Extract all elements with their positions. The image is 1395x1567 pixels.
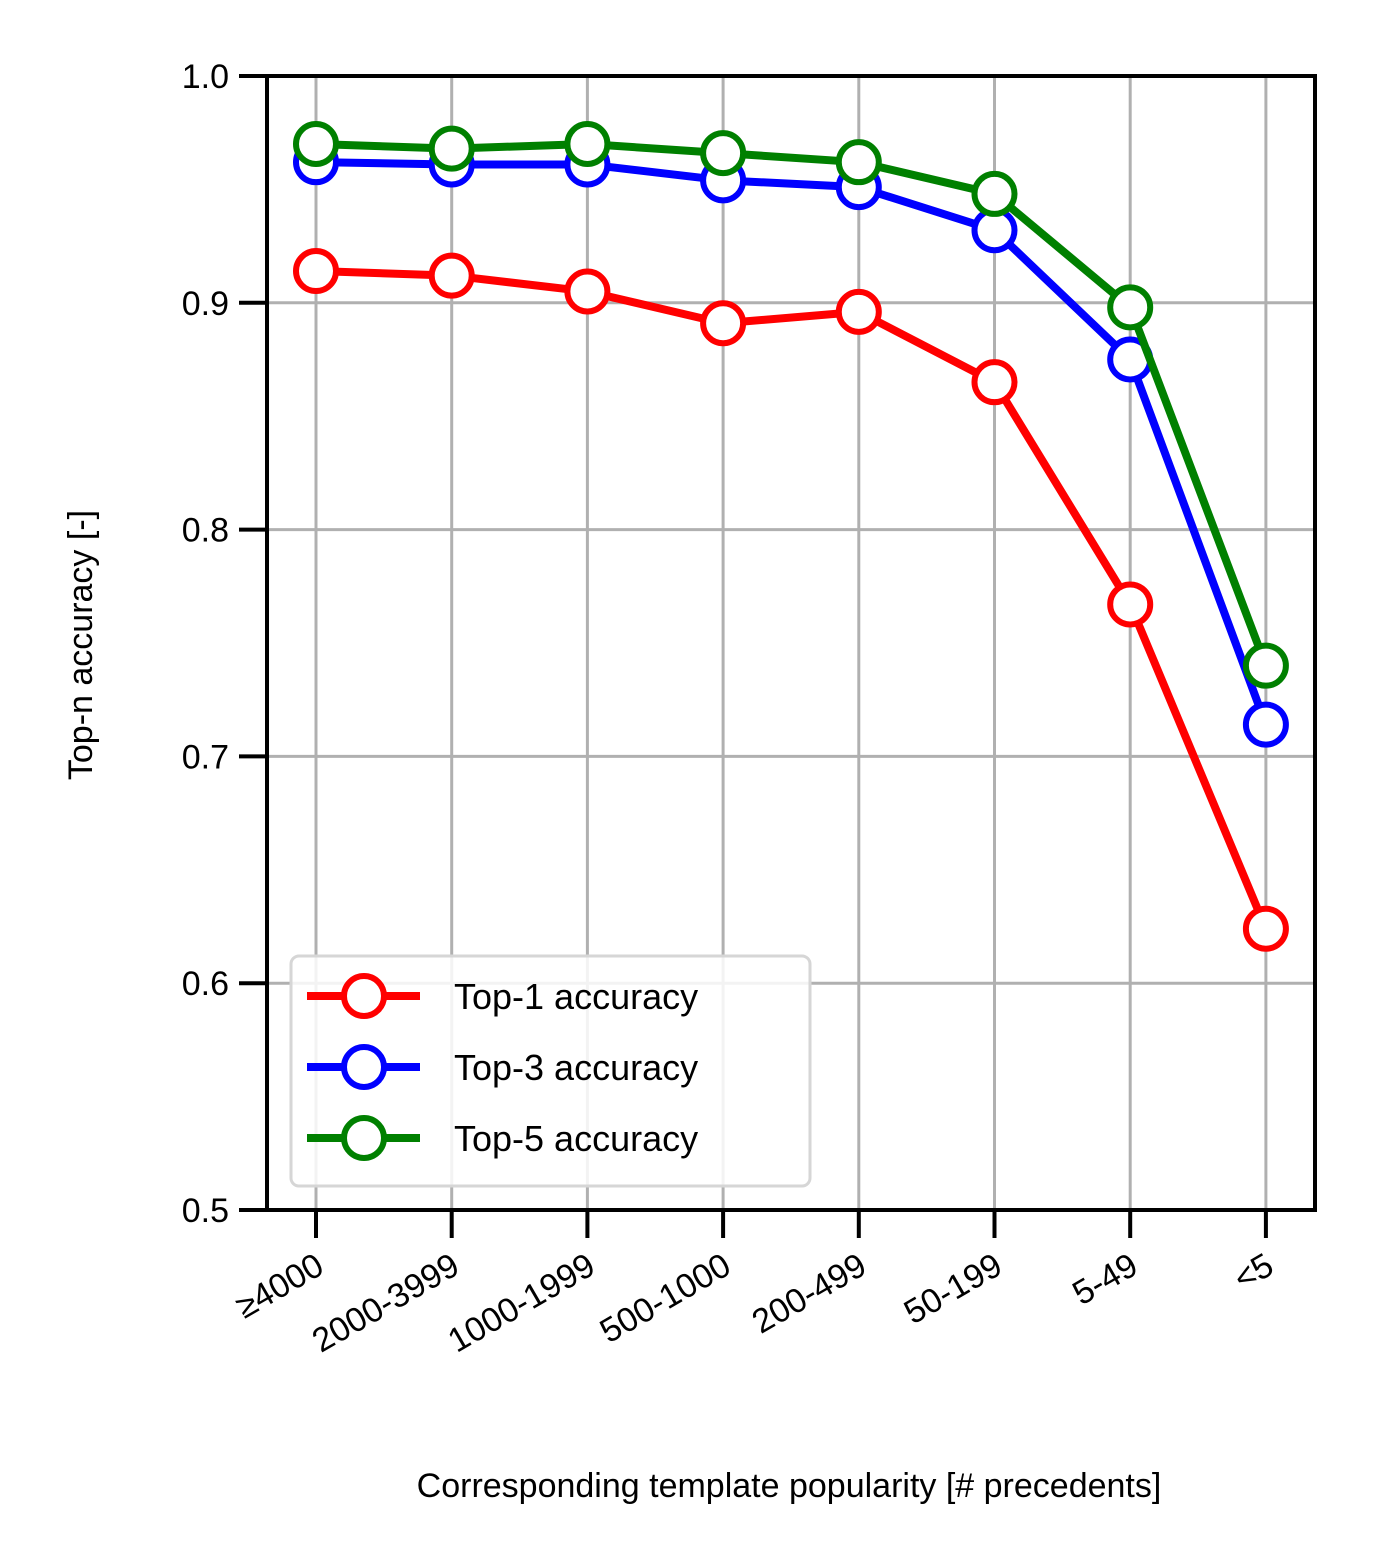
x-tick-label: 2000-3999 [306, 1246, 466, 1360]
legend: Top-1 accuracy Top-3 accuracy Top-5 accura… [289, 954, 812, 1188]
x-tick-label: 500-1000 [594, 1246, 737, 1351]
y-tick-label: 0.8 [182, 512, 229, 550]
data-point-marker [293, 121, 339, 168]
data-point-marker [1107, 284, 1154, 331]
legend-marker-3 [341, 1115, 387, 1161]
data-point-marker [1242, 905, 1289, 952]
x-tick-label: 5-49 [1066, 1246, 1144, 1313]
data-point-marker [564, 121, 611, 168]
x-tick-label: 50-199 [898, 1246, 1009, 1332]
legend-label-2: Top-3 accuracy [454, 1047, 698, 1088]
data-point-marker [1242, 701, 1289, 748]
data-point-marker [835, 288, 882, 335]
legend-label-3: Top-5 accuracy [454, 1118, 698, 1159]
legend-marker-2 [341, 1044, 387, 1090]
data-point-marker [1107, 581, 1154, 628]
x-tick-label: 200-499 [746, 1246, 873, 1341]
plot-frame [265, 74, 1317, 1212]
x-tick-label: ≥4000 [229, 1246, 330, 1326]
data-point-marker [971, 170, 1018, 217]
y-tick-label: 0.7 [182, 738, 229, 776]
data-point-marker [564, 268, 611, 315]
legend-label-1: Top-1 accuracy [454, 976, 698, 1017]
data-point-marker [293, 248, 339, 295]
legend-marker-1 [341, 973, 387, 1019]
y-tick-label: 1.0 [182, 58, 229, 96]
y-tick-label: 0.9 [182, 285, 229, 323]
data-point-marker [700, 300, 747, 347]
x-axis-label: Corresponding template popularity [# pre… [417, 1467, 1162, 1505]
series-lines [293, 121, 1289, 952]
series-line-2 [312, 158, 1270, 729]
data-point-marker [428, 125, 475, 172]
data-point-marker [1242, 642, 1289, 689]
legend-box [289, 954, 812, 1188]
y-axis-label: Top-n accuracy [-] [62, 510, 100, 780]
y-tick-label: 0.5 [182, 1192, 229, 1230]
data-point-marker [700, 130, 747, 177]
x-tick-label: 1000-1999 [442, 1246, 602, 1360]
x-tick-label: <5 [1227, 1246, 1280, 1298]
data-point-marker [428, 252, 475, 299]
data-point-marker [971, 359, 1018, 406]
y-tick-label: 0.6 [182, 965, 229, 1003]
data-point-marker [835, 139, 882, 186]
